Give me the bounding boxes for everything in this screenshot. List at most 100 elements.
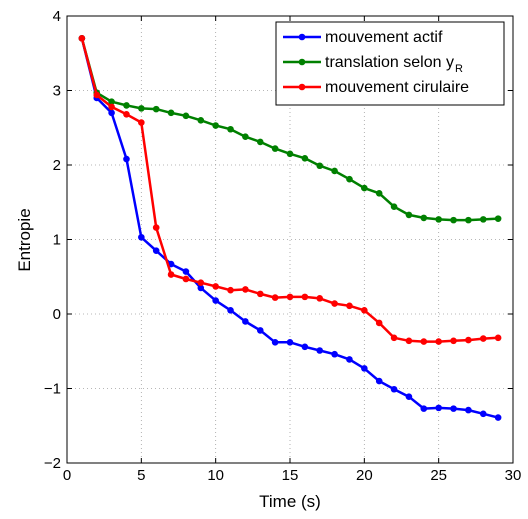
series-1-point [479,410,487,418]
y-tick-label: −1 [44,381,61,398]
x-tick-label: 20 [356,467,373,484]
series-3-point [227,286,234,294]
y-tick-label: 3 [53,83,61,100]
series-3-point [138,119,145,126]
series-3-point [123,111,130,118]
legend: mouvement actif translation selon yR mouve… [275,21,505,106]
series-3-point [390,334,398,342]
series-2-point [494,215,502,222]
series-3-point [465,336,472,344]
series-3-point [256,290,264,298]
y-tick-label: 4 [53,8,61,25]
series-1-point [450,405,457,412]
series-2-point [256,138,264,146]
series-1-point [390,385,398,393]
series-2-point [405,211,413,219]
series-3-point [286,293,294,301]
series-3-point [375,319,383,327]
series-2-point [123,102,130,109]
series-1-point [271,339,279,346]
series-3-point [167,271,175,278]
series-1-point [405,393,413,400]
series-1-point [301,343,309,351]
series-3-point [78,35,86,42]
y-axis-label: Entropie [15,208,34,271]
x-tick-label: 5 [137,467,145,484]
series-1-point [212,297,219,304]
series-2-point [331,167,338,175]
series-2-point [420,214,428,222]
series-2-point [465,216,472,224]
series-2-point [375,190,383,197]
series-1-point [435,404,442,412]
series-3-point [271,294,279,301]
legend-label-3: mouvement cirulaire [325,79,469,96]
series-3-point [405,337,413,345]
legend-label-1: mouvement actif [325,29,443,46]
series-3-point [479,335,487,342]
series-2-point [390,203,398,211]
series-1-point [108,109,115,117]
series-2-point [152,105,160,113]
series-2-point [450,216,457,224]
series-2-point [286,150,294,158]
x-tick-label: 0 [63,467,71,484]
y-tick-label: 1 [53,232,61,249]
x-tick-label: 10 [207,467,224,484]
series-1-point [346,356,353,363]
series-3-point [108,103,115,111]
x-tick-label: 30 [505,467,522,484]
series-2-point [167,109,175,117]
series-3-point [361,306,368,314]
series-3-point [450,337,457,345]
series-1-point [197,284,205,292]
series-3-point [435,338,442,345]
series-3-point [242,286,249,293]
y-tick-label: 2 [53,157,61,174]
series-1-point [152,247,160,254]
series-2-point [182,112,190,120]
series-2-point [271,145,279,152]
legend-marker-3 [298,83,306,91]
series-2-point [301,154,309,162]
series-1-point [256,327,264,334]
series-2-point [108,98,115,105]
series-1-point [361,365,368,372]
series-2-point [435,216,442,223]
series-3-point [301,293,309,301]
series-3-point [331,300,338,307]
series-3-point [316,295,324,302]
series-2-point [479,216,487,223]
series-1-point [375,377,383,385]
series-2-point [361,184,368,192]
series-1-point [494,414,502,421]
x-tick-label: 15 [282,467,299,484]
series-2-point [227,125,234,133]
y-tick-label: −2 [44,455,61,472]
x-tick-label: 25 [430,467,447,484]
series-1-point [316,347,324,354]
series-3-point [197,279,205,287]
x-axis-label: Time (s) [259,492,321,511]
series-2-point [212,122,219,129]
series-1-point [465,406,472,414]
legend-label-2: translation selon yR [325,54,463,75]
axis-ticks: 0 5 10 15 20 25 30 −2 −1 0 1 2 3 4 [44,8,521,484]
legend-marker-2 [298,58,306,66]
series-1-point [286,339,294,346]
series-3-point [420,338,428,345]
y-tick-label: 0 [53,306,61,323]
series-1-point [138,233,145,241]
series-1-point [227,306,234,314]
series-3-point [494,334,502,342]
series-1-point [123,155,130,163]
series-2-point [316,162,324,170]
series-3-point [212,283,219,290]
legend-label-subscript: R [455,63,463,75]
series-1-point [420,405,428,412]
series-3-point [182,275,190,283]
grid-lines [67,16,513,463]
series-2-point [346,175,353,183]
series-2-point [138,105,145,112]
